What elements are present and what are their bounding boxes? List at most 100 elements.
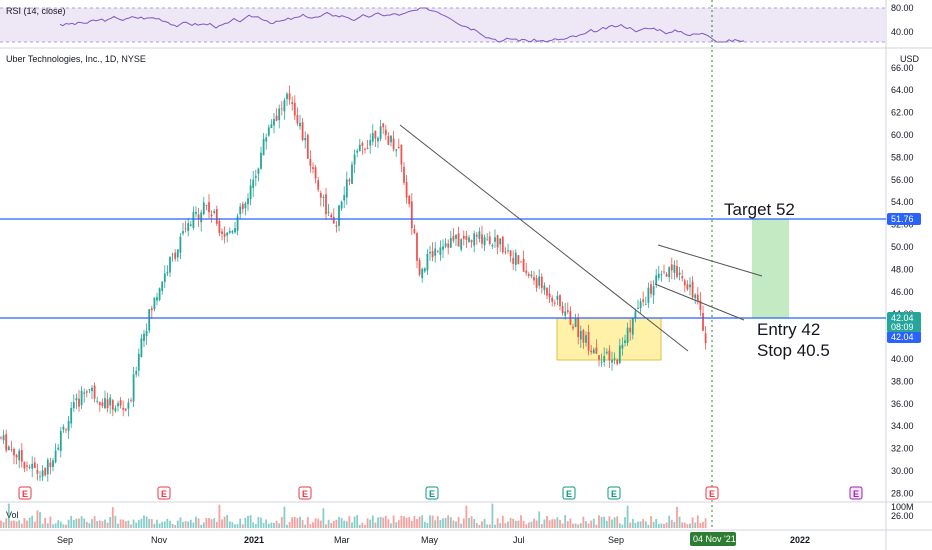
candle-body	[299, 122, 301, 127]
candle-body	[262, 138, 265, 156]
candle-body	[400, 144, 403, 165]
candle-body	[275, 115, 278, 121]
candle-body	[650, 284, 652, 294]
svg-text:E: E	[161, 489, 167, 499]
candle-body	[93, 385, 96, 399]
volume-bar	[18, 520, 21, 528]
candle-body	[598, 355, 600, 360]
candle-body	[161, 281, 164, 291]
candle-body	[460, 239, 463, 250]
price-tick: 34.00	[891, 421, 914, 431]
candle-body	[366, 147, 369, 149]
candle-body	[70, 407, 73, 424]
volume-bar	[109, 516, 112, 528]
volume-bar	[20, 523, 23, 528]
volume-bar	[499, 523, 502, 528]
candle-body	[306, 134, 309, 159]
channel-top-line	[657, 244, 763, 277]
volume-bar	[140, 518, 143, 528]
candle-body	[652, 286, 655, 296]
price-badge-resistance-text: 51.76	[891, 214, 914, 224]
candle-body	[13, 448, 15, 456]
volume-bar	[598, 515, 600, 528]
volume-bar	[553, 519, 556, 528]
candle-body	[117, 403, 119, 407]
volume-bar	[538, 511, 541, 528]
earnings-marker[interactable]: E	[705, 486, 719, 500]
candle-body	[44, 467, 47, 476]
volume-bar	[670, 519, 673, 528]
crosshair-time-label: 04 Nov '21	[693, 534, 736, 544]
candle-body	[621, 344, 624, 349]
volume-bar	[288, 522, 291, 528]
candle-body	[499, 238, 502, 245]
candle-body	[80, 390, 83, 405]
volume-bar	[413, 516, 416, 528]
candle-body	[421, 268, 424, 278]
earnings-marker[interactable]: E	[157, 486, 171, 500]
candle-body	[527, 274, 530, 276]
candle-body	[444, 243, 447, 247]
price-tick: 66.00	[891, 63, 914, 73]
candle-body	[403, 166, 405, 183]
candle-body	[429, 252, 431, 254]
candle-body	[533, 277, 535, 281]
volume-bar	[488, 524, 491, 528]
volume-bar	[551, 519, 554, 528]
volume-bar	[455, 521, 457, 528]
candle-body	[535, 278, 538, 288]
volume-bar	[364, 524, 366, 528]
rsi-tick-80: 80.00	[891, 3, 914, 13]
earnings-marker[interactable]: E	[425, 486, 439, 500]
candle-body	[312, 167, 314, 170]
earnings-marker[interactable]: E	[18, 486, 32, 500]
candle-body	[109, 397, 112, 406]
volume-bar	[23, 518, 26, 528]
volume-bar	[559, 519, 561, 528]
candle-body	[626, 327, 629, 343]
candle-body	[348, 179, 351, 182]
volume-bar	[189, 519, 192, 528]
earnings-marker[interactable]: E	[849, 486, 863, 500]
candle-body	[379, 126, 382, 139]
candle-body	[457, 233, 460, 247]
volume-bar	[592, 518, 595, 528]
volume-bar	[621, 524, 624, 528]
volume-bar	[439, 520, 442, 528]
target-annotation: Target 52	[724, 200, 795, 219]
candle-body	[241, 203, 244, 210]
candle-body	[540, 276, 543, 288]
volume-bar	[668, 515, 671, 528]
volume-bar	[676, 506, 678, 528]
candle-body	[397, 147, 400, 149]
earnings-marker[interactable]: E	[607, 486, 621, 500]
candle-body	[699, 300, 702, 310]
earnings-marker[interactable]: E	[298, 486, 312, 500]
earnings-marker[interactable]: E	[562, 486, 576, 500]
candle-body	[657, 273, 660, 278]
volume-bar	[145, 516, 148, 528]
price-tick: 62.00	[891, 108, 914, 118]
candle-body	[145, 330, 148, 336]
price-badge-resistance	[887, 213, 921, 225]
stop-annotation: Stop 40.5	[757, 341, 830, 360]
volume-bar	[267, 523, 270, 528]
candle-body	[202, 202, 205, 215]
volume-bar	[249, 515, 252, 528]
candle-body	[561, 305, 564, 314]
volume-bar	[468, 518, 470, 528]
candle-body	[210, 214, 213, 216]
volume-bar	[694, 522, 697, 528]
volume-bar	[436, 516, 439, 528]
candle-body	[486, 239, 489, 241]
volume-bar	[218, 504, 221, 528]
price-tick: 58.00	[891, 152, 914, 162]
candle-body	[351, 164, 353, 184]
volume-bar	[520, 515, 522, 528]
volume-bar	[26, 520, 28, 528]
volume-bar	[179, 517, 182, 528]
candle-body	[465, 235, 468, 240]
volume-bar	[639, 521, 642, 528]
candle-body	[200, 212, 203, 223]
candle-body	[408, 195, 411, 205]
